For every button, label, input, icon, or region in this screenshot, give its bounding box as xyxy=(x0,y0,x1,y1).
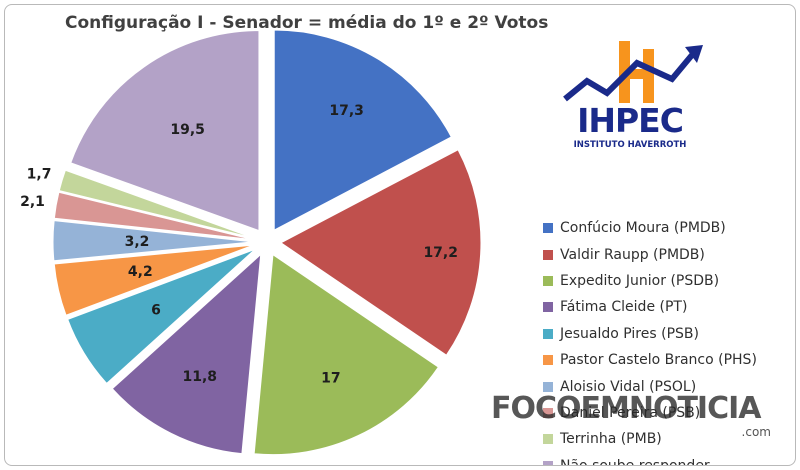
pie-slice xyxy=(70,30,260,232)
legend-swatch xyxy=(543,407,553,418)
slice-label: 6 xyxy=(151,303,161,319)
pie-slice xyxy=(58,169,254,239)
slice-label: 4,2 xyxy=(128,264,153,280)
legend-item: Fátima Cleide (PT) xyxy=(543,294,757,320)
legend-swatch xyxy=(543,381,553,392)
logo-subtitle: INSTITUTO HAVERROTH xyxy=(573,140,687,150)
slice-label: 1,7 xyxy=(27,166,52,182)
legend-swatch xyxy=(543,434,553,445)
pie-chart: 17,3 17,2 17 11,8 6 4,2 3,2 2,1 1,7 19,5 xyxy=(20,29,482,456)
legend-item: Aloisio Vidal (PSOL) xyxy=(543,373,757,399)
legend-item: Terrinha (PMB) xyxy=(543,426,757,452)
slice-label: 3,2 xyxy=(125,234,150,250)
legend-item: Pastor Castelo Branco (PHS) xyxy=(543,347,757,373)
legend-item: Valdir Raupp (PMDB) xyxy=(543,241,757,267)
legend-label: Fátima Cleide (PT) xyxy=(560,299,688,316)
legend-item: Não soube responder xyxy=(543,453,757,466)
slice-label: 2,1 xyxy=(20,194,45,210)
legend-item: Daniel Pereira (PSB) xyxy=(543,400,757,426)
legend-label: Daniel Pereira (PSB) xyxy=(560,404,701,421)
slice-label: 19,5 xyxy=(170,122,205,138)
legend-label: Confúcio Moura (PMDB) xyxy=(560,220,726,237)
legend-label: Pastor Castelo Branco (PHS) xyxy=(560,352,757,369)
pie-slice xyxy=(67,248,256,385)
legend-swatch xyxy=(543,460,553,465)
pie-slice xyxy=(280,149,482,356)
legend-label: Expedito Junior (PSDB) xyxy=(560,272,720,289)
pie-slice xyxy=(53,244,254,316)
legend-swatch xyxy=(543,302,553,313)
legend-swatch xyxy=(543,223,553,234)
legend-label: Valdir Raupp (PMDB) xyxy=(560,246,705,263)
slice-label: 17,3 xyxy=(329,103,364,119)
legend-label: Aloisio Vidal (PSOL) xyxy=(560,378,697,395)
logo-wordmark: IHPEC xyxy=(577,101,684,140)
legend-item: Expedito Junior (PSDB) xyxy=(543,268,757,294)
slice-label: 11,8 xyxy=(182,369,217,385)
chart-legend: Confúcio Moura (PMDB) Valdir Raupp (PMDB)… xyxy=(543,215,757,466)
legend-swatch xyxy=(543,249,553,260)
legend-item: Jesualdo Pires (PSB) xyxy=(543,321,757,347)
pie-slice xyxy=(111,253,262,455)
pie-slice xyxy=(253,253,440,456)
ihpec-logo xyxy=(563,41,703,103)
legend-label: Não soube responder xyxy=(560,457,710,466)
legend-swatch xyxy=(543,355,553,366)
legend-swatch xyxy=(543,275,553,286)
legend-label: Terrinha (PMB) xyxy=(560,431,662,448)
chart-title: Configuração I - Senador = média do 1º e… xyxy=(65,13,549,33)
chart-frame: Configuração I - Senador = média do 1º e… xyxy=(4,4,796,466)
pie-slice xyxy=(53,191,254,241)
legend-item: Confúcio Moura (PMDB) xyxy=(543,215,757,241)
pie-slice xyxy=(273,29,452,231)
legend-swatch xyxy=(543,328,553,339)
legend-label: Jesualdo Pires (PSB) xyxy=(560,325,699,342)
slice-label: 17 xyxy=(321,371,340,387)
slice-label: 17,2 xyxy=(423,245,458,261)
pie-slice xyxy=(52,220,254,262)
